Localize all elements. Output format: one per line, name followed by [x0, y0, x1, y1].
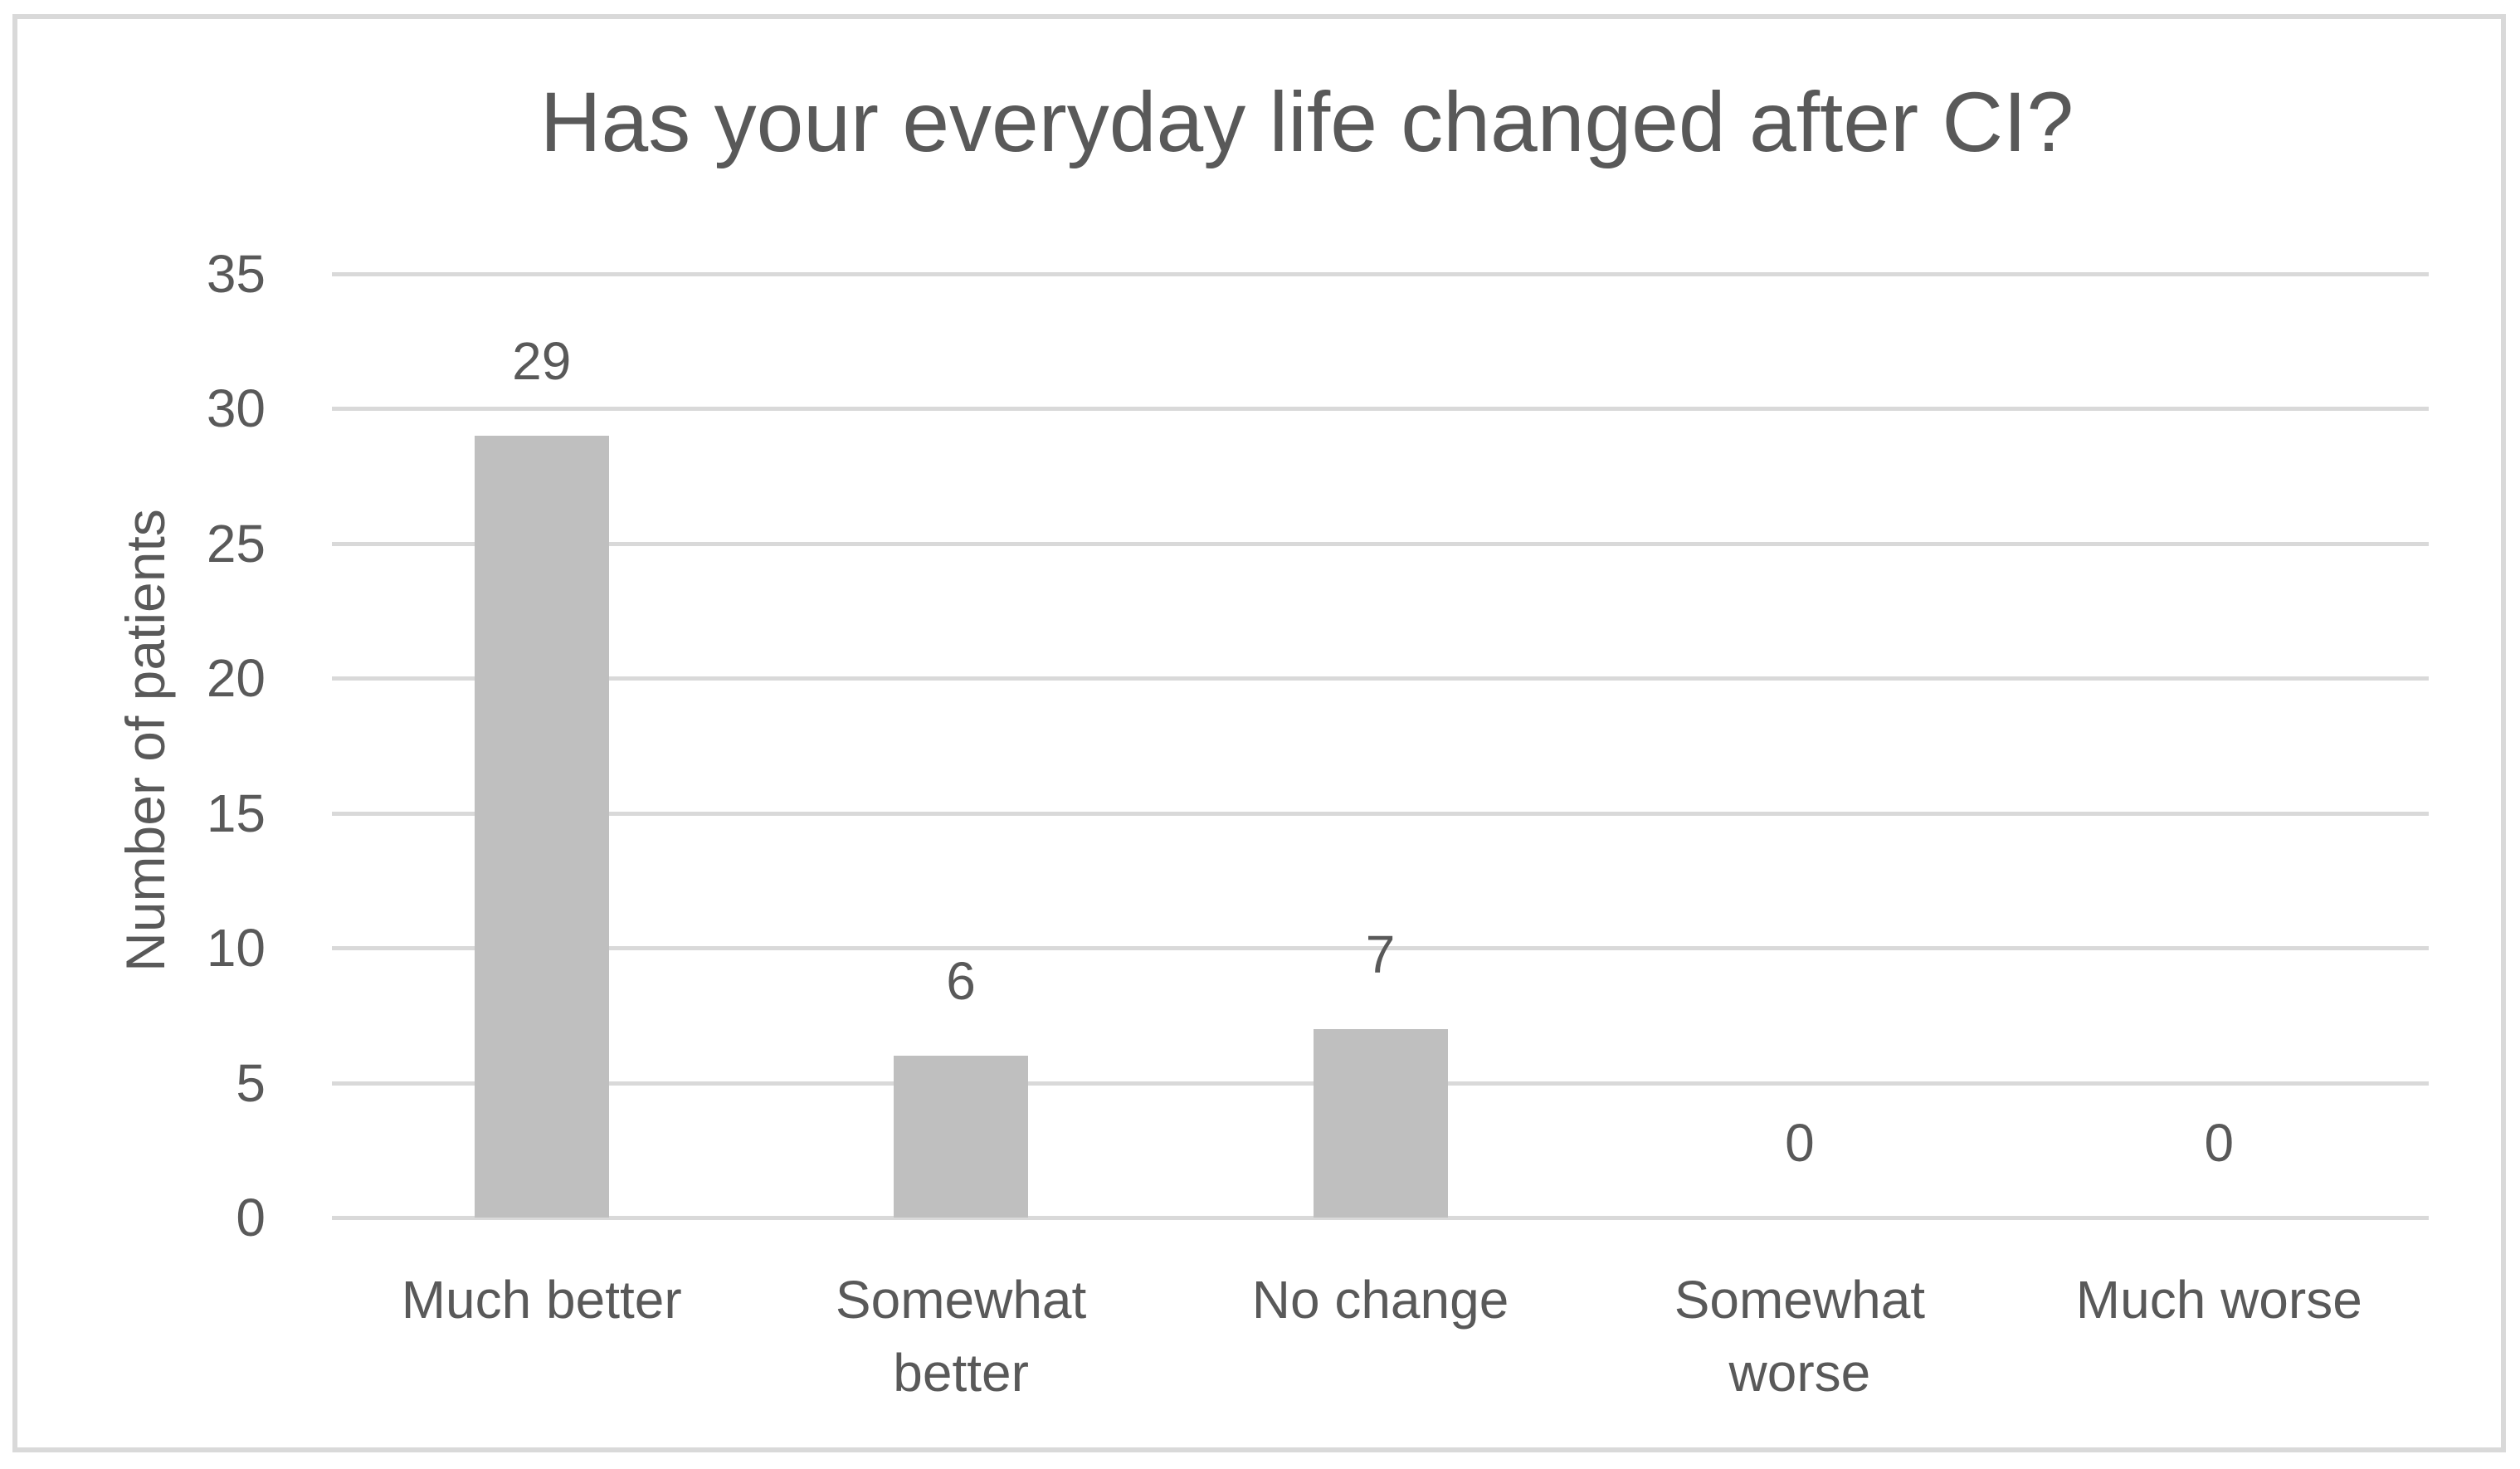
x-category-label: Much worse: [2075, 1270, 2362, 1330]
gridline: [332, 1216, 2429, 1220]
bar: [894, 1056, 1029, 1218]
y-tick-label: 5: [236, 1052, 266, 1113]
gridline: [332, 272, 2429, 276]
y-tick-label: 25: [206, 513, 266, 573]
gridline: [332, 946, 2429, 951]
bar-value-label: 0: [2204, 1113, 2235, 1173]
gridline: [332, 407, 2429, 412]
x-category-label: Somewhat worse: [1674, 1270, 1926, 1403]
y-tick-label: 10: [206, 918, 266, 979]
y-tick-label: 30: [206, 378, 266, 439]
bar-value-label: 0: [1785, 1113, 1815, 1173]
bar: [1313, 1028, 1448, 1218]
x-category-label: Much better: [401, 1270, 682, 1330]
chart-frame: [12, 14, 2506, 1452]
bar: [474, 435, 609, 1218]
bar-value-label: 7: [1365, 924, 1396, 984]
gridline: [332, 676, 2429, 681]
y-tick-label: 35: [206, 244, 266, 304]
gridline: [332, 811, 2429, 816]
y-tick-label: 15: [206, 783, 266, 843]
bar-value-label: 6: [946, 951, 976, 1012]
gridline: [332, 541, 2429, 546]
x-category-label: No change: [1251, 1270, 1509, 1330]
y-tick-label: 0: [236, 1188, 266, 1247]
bar-value-label: 29: [512, 330, 572, 391]
y-tick-label: 20: [206, 648, 266, 709]
x-category-label: Somewhat better: [835, 1270, 1087, 1403]
chart-title: Has your everyday life changed after CI?: [539, 75, 2074, 169]
